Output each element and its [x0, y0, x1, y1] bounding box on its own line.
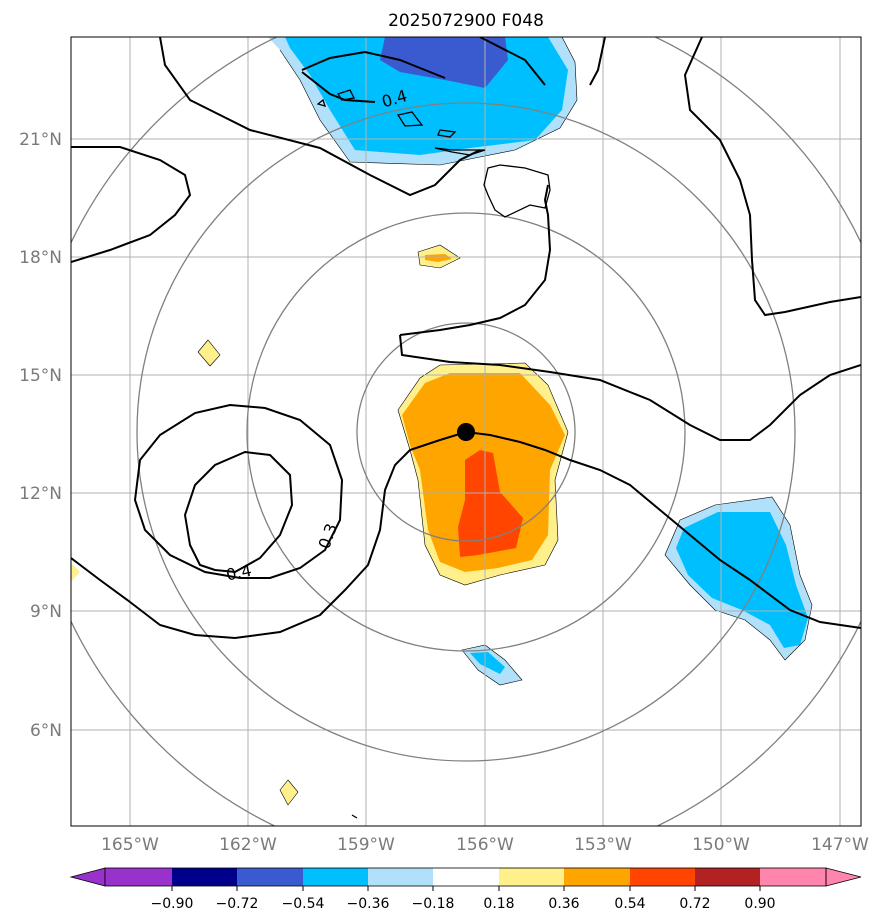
lon-label: 165°W [101, 835, 159, 855]
contour-lines [71, 37, 861, 640]
contour-0-4-north-loop [301, 71, 376, 103]
storm-center-marker [457, 423, 475, 441]
contour-central-main [71, 430, 861, 640]
positive-anomaly-blob-15n [198, 340, 220, 366]
colorbar-segment [630, 868, 695, 886]
colorbar-tick-label: −0.18 [412, 896, 455, 912]
colorbar-segment [237, 868, 303, 886]
island-molokai [434, 147, 486, 156]
contour-north-right [479, 37, 546, 86]
lat-label: 12°N [19, 484, 62, 504]
contour-central-inner [399, 334, 861, 441]
coastlines [316, 89, 551, 819]
positive-anomaly-blob-west-edge [71, 563, 80, 582]
shaded-anomaly-fields [71, 37, 812, 805]
anomaly-outline [197, 37, 813, 806]
contour-label: 0.4 [224, 561, 253, 585]
contour-east-right [683, 37, 861, 317]
colorbar-segment [499, 868, 564, 886]
colorbar-extend-low [69, 867, 106, 887]
lon-label: 162°W [219, 835, 277, 855]
colorbar-tick-label: 0.90 [744, 896, 775, 912]
map-title: 2025072900 F048 [388, 11, 544, 31]
lat-label: 15°N [19, 366, 62, 386]
map-plot-area: 0.4 0.3 0.4 [71, 37, 861, 826]
lon-label: 150°W [692, 835, 750, 855]
island-maui [437, 129, 457, 138]
colorbar: −0.90 −0.72 −0.54 −0.36 −0.18 0.18 0.36 … [69, 867, 862, 912]
colorbar-tick-label: −0.54 [282, 896, 325, 912]
map-frame [70, 36, 862, 827]
lat-label: 21°N [19, 130, 62, 150]
contour-west-upper [71, 146, 192, 263]
colorbar-tick-label: 0.36 [548, 896, 579, 912]
range-ring-1 [356, 322, 576, 542]
island-hawaii [483, 164, 551, 218]
colorbar-tick-label: 0.54 [614, 896, 645, 912]
island-oahu [396, 111, 424, 127]
island-niihau [316, 98, 327, 107]
colorbar-segment [433, 868, 499, 886]
lon-label: 147°W [811, 835, 869, 855]
contour-north-band [301, 50, 446, 79]
lat-label: 9°N [30, 602, 62, 622]
lon-label: 156°W [456, 835, 514, 855]
colorbar-tick-label: 0.18 [483, 896, 514, 912]
island-small-south [351, 814, 358, 819]
colorbar-tick-label: −0.90 [151, 896, 194, 912]
negative-anomaly-blob-south-core [470, 652, 505, 674]
contour-west-inner-0-4 [183, 450, 294, 574]
colorbar-segment [368, 868, 433, 886]
strong-positive-anomaly-center [458, 450, 523, 557]
colorbar-segment [303, 868, 368, 886]
colorbar-segment [564, 868, 630, 886]
range-ring-2 [246, 212, 686, 652]
colorbar-tick-label: −0.72 [216, 896, 259, 912]
contour-west-outer-loop [133, 403, 344, 579]
colorbar-frame [104, 867, 827, 887]
lat-label: 18°N [19, 248, 62, 268]
colorbar-segment [105, 868, 172, 886]
colorbar-segment [695, 868, 760, 886]
colorbar-tick-label: 0.72 [679, 896, 710, 912]
positive-anomaly-blob-4n [280, 780, 298, 805]
contour-east-upper [589, 37, 606, 86]
latitude-labels: 21°N 18°N 15°N 12°N 9°N 6°N [19, 130, 62, 741]
colorbar-segment [172, 868, 237, 886]
colorbar-extend-high [825, 867, 862, 887]
colorbar-tick-label: −0.36 [347, 896, 390, 912]
strong-negative-anomaly-north [380, 37, 508, 88]
range-rings [71, 37, 861, 826]
lon-label: 153°W [574, 835, 632, 855]
gridlines [71, 37, 861, 826]
longitude-labels: 165°W 162°W 159°W 156°W 153°W 150°W 147°… [101, 835, 869, 855]
lat-label: 6°N [30, 721, 62, 741]
range-ring-3 [136, 102, 796, 762]
contour-central-0-3 [399, 184, 552, 336]
positive-anomaly-blob-18n-core [425, 254, 452, 262]
lon-label: 159°W [337, 835, 395, 855]
contour-north-left [159, 37, 481, 197]
colorbar-segment [760, 868, 826, 886]
